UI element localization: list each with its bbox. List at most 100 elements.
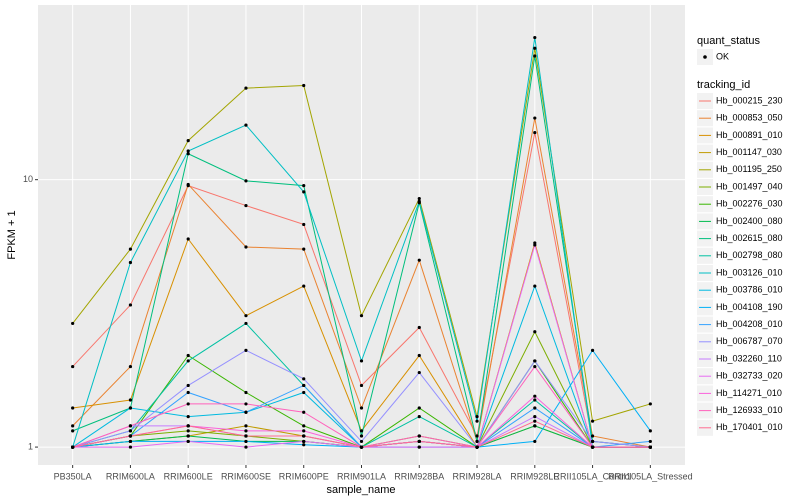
data-point (244, 424, 248, 428)
data-point (533, 116, 537, 120)
legend-title: tracking_id (697, 79, 750, 91)
data-point (244, 245, 248, 249)
data-point (302, 184, 306, 188)
x-tick-label: RRIM928LA (453, 471, 502, 481)
data-point (128, 434, 133, 438)
x-tick-label: RRIM600SE (221, 471, 271, 481)
data-point (359, 383, 364, 388)
data-point (648, 429, 652, 433)
legend-label: Hb_004108_190 (716, 302, 783, 312)
data-point (533, 424, 537, 428)
legend-label: Hb_000215_230 (716, 95, 783, 105)
data-point (128, 439, 133, 444)
data-point (475, 415, 479, 419)
data-point (128, 303, 133, 307)
data-point (648, 402, 652, 406)
data-point (244, 179, 248, 183)
data-point (186, 402, 190, 406)
data-point (128, 445, 133, 449)
data-point (417, 406, 421, 410)
data-point (128, 398, 133, 402)
data-point (302, 410, 306, 414)
data-point (417, 370, 421, 375)
data-point (186, 138, 190, 143)
data-point (244, 434, 248, 438)
data-point (590, 439, 595, 444)
data-point (590, 348, 595, 352)
data-point (475, 434, 479, 438)
data-point (71, 429, 75, 433)
data-point (71, 321, 75, 326)
legend-label: OK (716, 51, 729, 61)
data-point (533, 419, 537, 423)
data-point (186, 424, 190, 428)
data-point (475, 419, 479, 423)
data-point (648, 439, 652, 444)
data-point (359, 359, 364, 363)
data-point (244, 429, 248, 433)
data-point (359, 314, 364, 318)
x-tick-label: PB350LA (54, 471, 92, 481)
data-point (244, 123, 248, 127)
data-point (648, 445, 652, 449)
data-point (244, 321, 248, 326)
data-point (186, 237, 190, 241)
x-tick-label: RRIM600PE (279, 471, 329, 481)
data-point (417, 445, 421, 449)
data-point (302, 284, 306, 288)
data-point (244, 203, 248, 208)
data-point (302, 429, 306, 433)
data-point (533, 284, 537, 288)
data-point (475, 439, 479, 444)
data-point (417, 353, 421, 358)
data-point (533, 394, 537, 398)
data-point (128, 364, 133, 369)
legend-label: Hb_003786_010 (716, 285, 783, 295)
data-point (533, 46, 537, 50)
legend-label: Hb_003126_010 (716, 267, 783, 277)
data-point (359, 434, 364, 438)
data-point (302, 443, 306, 447)
data-point (244, 348, 248, 352)
data-point (417, 434, 421, 438)
y-axis-title: FPKM + 1 (6, 210, 18, 259)
data-point (128, 247, 133, 251)
legend-label: Hb_114271_010 (716, 388, 782, 398)
data-point (417, 325, 421, 330)
data-point (71, 406, 75, 410)
data-point (533, 35, 537, 40)
data-point (186, 383, 190, 388)
data-point (244, 439, 248, 444)
data-point (533, 243, 537, 247)
data-point (359, 439, 364, 444)
data-point (533, 330, 537, 334)
legend-label: Hb_001497_040 (716, 181, 783, 191)
legend-label: Hb_000891_010 (716, 130, 783, 140)
legend-label: Hb_006787_070 (716, 336, 783, 346)
data-point (186, 434, 190, 438)
x-tick-label: RRII105LA_Stressed (608, 471, 693, 481)
data-point (302, 390, 306, 395)
data-point (302, 383, 306, 388)
data-point (128, 260, 133, 265)
x-tick-label: RRIM600LE (164, 471, 213, 481)
data-point (186, 149, 190, 153)
legend-label: Hb_004208_010 (716, 319, 783, 329)
data-point (590, 445, 595, 449)
legend-label: Hb_002798_080 (716, 250, 783, 260)
data-point (533, 54, 537, 58)
data-point (302, 377, 306, 381)
data-point (186, 152, 190, 156)
data-point (417, 196, 421, 201)
x-tick-label: RRIM928LE (510, 471, 559, 481)
data-point (128, 424, 133, 428)
data-point (533, 130, 537, 135)
data-point (186, 415, 190, 419)
data-point (244, 445, 248, 449)
data-point (417, 199, 421, 203)
data-point (71, 424, 75, 428)
legend-label: Hb_001147_030 (716, 147, 782, 157)
y-tick-label: 10 (23, 174, 33, 184)
data-point (244, 410, 248, 414)
